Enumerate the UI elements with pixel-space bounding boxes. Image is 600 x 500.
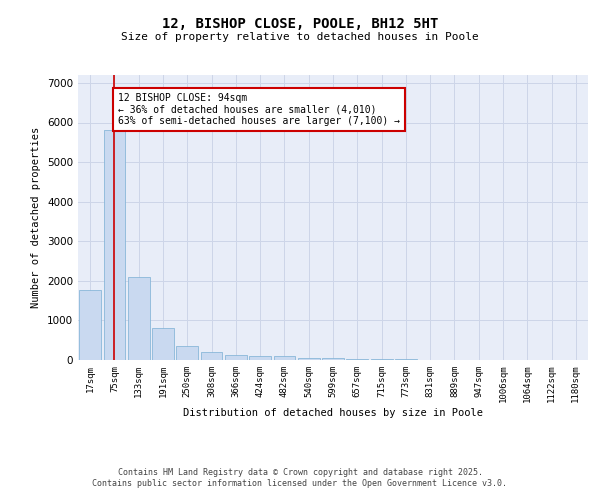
Text: 12, BISHOP CLOSE, POOLE, BH12 5HT: 12, BISHOP CLOSE, POOLE, BH12 5HT: [162, 18, 438, 32]
Bar: [346, 359, 368, 360]
Bar: [298, 358, 320, 360]
Bar: [104, 130, 125, 360]
Bar: [152, 328, 174, 360]
Bar: [128, 278, 149, 360]
Bar: [274, 356, 295, 360]
Bar: [371, 359, 392, 360]
Bar: [249, 356, 271, 360]
Bar: [322, 358, 344, 360]
Bar: [200, 352, 223, 360]
Bar: [176, 346, 198, 360]
Bar: [225, 355, 247, 360]
Text: 12 BISHOP CLOSE: 94sqm
← 36% of detached houses are smaller (4,010)
63% of semi-: 12 BISHOP CLOSE: 94sqm ← 36% of detached…: [118, 93, 400, 126]
Y-axis label: Number of detached properties: Number of detached properties: [31, 127, 41, 308]
X-axis label: Distribution of detached houses by size in Poole: Distribution of detached houses by size …: [183, 408, 483, 418]
Bar: [79, 290, 101, 360]
Text: Contains HM Land Registry data © Crown copyright and database right 2025.
Contai: Contains HM Land Registry data © Crown c…: [92, 468, 508, 487]
Text: Size of property relative to detached houses in Poole: Size of property relative to detached ho…: [121, 32, 479, 42]
